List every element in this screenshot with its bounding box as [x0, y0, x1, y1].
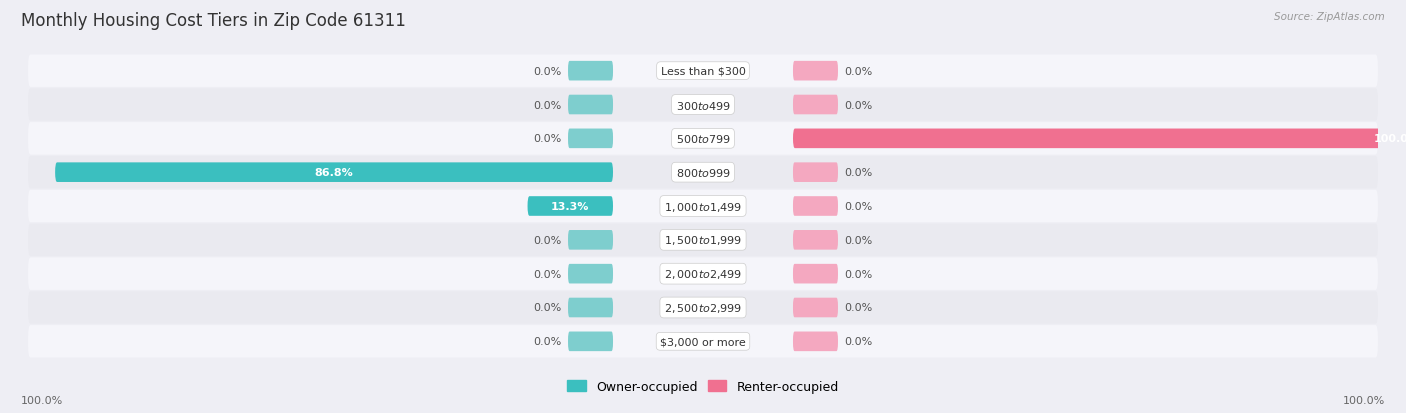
- Text: 13.3%: 13.3%: [551, 202, 589, 211]
- FancyBboxPatch shape: [28, 258, 1378, 290]
- FancyBboxPatch shape: [793, 129, 1406, 149]
- FancyBboxPatch shape: [793, 95, 838, 115]
- FancyBboxPatch shape: [568, 264, 613, 284]
- FancyBboxPatch shape: [568, 129, 613, 149]
- Text: 0.0%: 0.0%: [845, 303, 873, 313]
- FancyBboxPatch shape: [793, 163, 838, 183]
- Text: 0.0%: 0.0%: [533, 337, 561, 347]
- FancyBboxPatch shape: [28, 292, 1378, 324]
- Text: $800 to $999: $800 to $999: [675, 167, 731, 179]
- Text: $500 to $799: $500 to $799: [675, 133, 731, 145]
- FancyBboxPatch shape: [793, 298, 838, 318]
- Text: 0.0%: 0.0%: [845, 168, 873, 178]
- Text: 100.0%: 100.0%: [1343, 395, 1385, 405]
- FancyBboxPatch shape: [568, 62, 613, 81]
- Text: 100.0%: 100.0%: [21, 395, 63, 405]
- Text: Source: ZipAtlas.com: Source: ZipAtlas.com: [1274, 12, 1385, 22]
- FancyBboxPatch shape: [28, 89, 1378, 121]
- Text: 0.0%: 0.0%: [845, 269, 873, 279]
- FancyBboxPatch shape: [793, 197, 838, 216]
- FancyBboxPatch shape: [793, 62, 838, 81]
- FancyBboxPatch shape: [55, 163, 613, 183]
- FancyBboxPatch shape: [793, 264, 838, 284]
- FancyBboxPatch shape: [28, 157, 1378, 189]
- FancyBboxPatch shape: [568, 95, 613, 115]
- Text: $2,000 to $2,499: $2,000 to $2,499: [664, 268, 742, 280]
- Text: Less than $300: Less than $300: [661, 66, 745, 76]
- Text: 0.0%: 0.0%: [845, 235, 873, 245]
- FancyBboxPatch shape: [28, 123, 1378, 155]
- FancyBboxPatch shape: [568, 332, 613, 351]
- Text: Monthly Housing Cost Tiers in Zip Code 61311: Monthly Housing Cost Tiers in Zip Code 6…: [21, 12, 406, 30]
- Text: 0.0%: 0.0%: [845, 66, 873, 76]
- Text: 0.0%: 0.0%: [533, 66, 561, 76]
- FancyBboxPatch shape: [28, 55, 1378, 88]
- Text: 0.0%: 0.0%: [845, 100, 873, 110]
- Text: 0.0%: 0.0%: [533, 100, 561, 110]
- Text: $1,500 to $1,999: $1,500 to $1,999: [664, 234, 742, 247]
- Text: 0.0%: 0.0%: [533, 303, 561, 313]
- FancyBboxPatch shape: [793, 230, 838, 250]
- Text: $300 to $499: $300 to $499: [675, 99, 731, 111]
- FancyBboxPatch shape: [527, 197, 613, 216]
- Text: 100.0%: 100.0%: [1374, 134, 1406, 144]
- Text: $2,500 to $2,999: $2,500 to $2,999: [664, 301, 742, 314]
- Text: $1,000 to $1,499: $1,000 to $1,499: [664, 200, 742, 213]
- FancyBboxPatch shape: [568, 298, 613, 318]
- Text: 0.0%: 0.0%: [533, 134, 561, 144]
- Text: 0.0%: 0.0%: [533, 269, 561, 279]
- FancyBboxPatch shape: [568, 230, 613, 250]
- FancyBboxPatch shape: [28, 190, 1378, 223]
- FancyBboxPatch shape: [793, 332, 838, 351]
- Text: $3,000 or more: $3,000 or more: [661, 337, 745, 347]
- Text: 0.0%: 0.0%: [845, 202, 873, 211]
- Text: 86.8%: 86.8%: [315, 168, 353, 178]
- FancyBboxPatch shape: [28, 325, 1378, 358]
- Text: 0.0%: 0.0%: [533, 235, 561, 245]
- Text: 0.0%: 0.0%: [845, 337, 873, 347]
- FancyBboxPatch shape: [28, 224, 1378, 256]
- Legend: Owner-occupied, Renter-occupied: Owner-occupied, Renter-occupied: [562, 375, 844, 398]
